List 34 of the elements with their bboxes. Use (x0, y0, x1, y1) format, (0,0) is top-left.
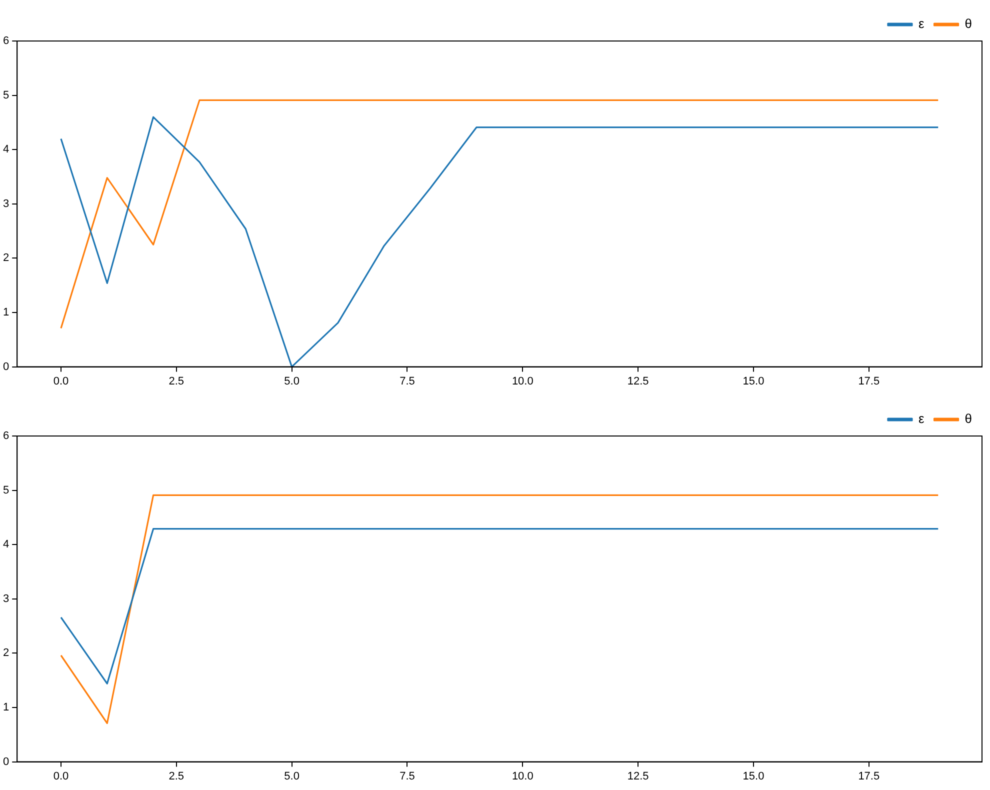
y-tick-label: 4 (2, 144, 10, 156)
y-tick-label: 5 (2, 484, 10, 496)
x-tick-label: 10.0 (512, 375, 534, 388)
y-tick-label: 6 (2, 35, 10, 48)
x-tick-label: 17.5 (858, 770, 880, 782)
x-tick-label: 17.5 (858, 375, 880, 388)
x-tick-label: 10.0 (512, 770, 534, 782)
y-tick-label: 0 (2, 756, 10, 768)
y-tick-label: 3 (2, 592, 10, 605)
y-tick-label: 6 (2, 430, 10, 442)
legend-label: ε (918, 16, 924, 32)
y-tick-label: 0 (2, 360, 10, 373)
y-tick-label: 5 (2, 89, 10, 102)
y-tick-label: 3 (2, 198, 10, 210)
x-tick-label: 2.5 (168, 375, 184, 388)
legend-label: θ (964, 16, 972, 32)
x-tick-label: 2.5 (168, 770, 184, 782)
x-tick-label: 12.5 (627, 770, 649, 782)
x-tick-label: 0.0 (53, 375, 69, 388)
legend-label: ε (918, 411, 924, 426)
x-tick-label: 7.5 (400, 770, 415, 782)
y-tick-label: 1 (2, 306, 10, 319)
legend-label: θ (964, 411, 972, 426)
x-tick-label: 7.5 (400, 375, 415, 388)
y-tick-label: 2 (2, 252, 10, 264)
x-tick-label: 12.5 (627, 375, 649, 388)
y-tick-label: 1 (2, 702, 10, 714)
x-tick-label: 15.0 (742, 770, 764, 782)
x-tick-label: 15.0 (742, 375, 764, 388)
x-tick-label: 5.0 (284, 375, 300, 388)
y-tick-label: 2 (2, 647, 10, 660)
y-tick-label: 4 (2, 538, 10, 551)
x-tick-label: 5.0 (284, 770, 300, 782)
x-tick-label: 0.0 (53, 770, 69, 782)
